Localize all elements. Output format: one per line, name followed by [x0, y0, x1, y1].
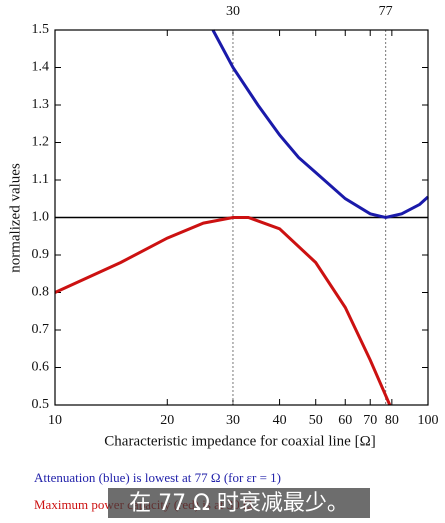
x-tick-label: 100: [418, 413, 439, 428]
y-tick-label: 1.5: [32, 22, 50, 37]
y-tick-label: 0.6: [32, 360, 50, 375]
caption: Attenuation (blue) is lowest at 77 Ω (fo…: [34, 470, 281, 485]
reference-label: 30: [226, 4, 240, 19]
y-tick-label: 1.0: [32, 210, 50, 225]
x-tick-label: 40: [273, 413, 287, 428]
y-tick-label: 0.5: [32, 397, 50, 412]
reference-label: 77: [379, 4, 393, 19]
y-tick-label: 1.3: [32, 97, 50, 112]
x-tick-label: 80: [385, 413, 399, 428]
y-tick-label: 1.2: [32, 135, 50, 150]
plot-frame: [54, 29, 429, 406]
x-tick-label: 20: [160, 413, 174, 428]
subtitle-box: [108, 488, 370, 518]
y-axis-label: normalized values: [7, 163, 23, 273]
y-tick-label: 0.8: [32, 285, 50, 300]
subtitle-text: 在 77 Ω 时衰减最少。: [129, 491, 349, 516]
x-tick-label: 70: [363, 413, 377, 428]
x-tick-label: 10: [48, 413, 62, 428]
x-tick-label: 50: [309, 413, 323, 428]
x-axis-label: Characteristic impedance for coaxial lin…: [104, 433, 375, 449]
y-tick-label: 0.7: [32, 322, 50, 337]
y-tick-label: 0.9: [32, 247, 50, 262]
line-series: [211, 29, 430, 220]
y-tick-label: 1.4: [32, 60, 50, 75]
line-series: [54, 216, 392, 406]
y-tick-label: 1.1: [32, 172, 50, 187]
x-tick-label: 30: [226, 413, 240, 428]
x-tick-label: 60: [338, 413, 352, 428]
